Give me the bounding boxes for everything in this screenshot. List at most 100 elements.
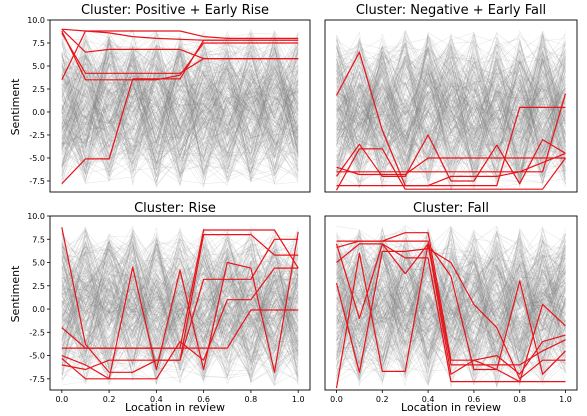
background-trajectory xyxy=(61,247,299,373)
background-trajectory xyxy=(336,244,566,373)
background-trajectory xyxy=(336,233,566,330)
background-trajectory xyxy=(336,249,566,373)
background-trajectory xyxy=(336,63,566,159)
background-trajectory xyxy=(336,64,566,167)
background-trajectory xyxy=(61,235,299,339)
background-trajectory xyxy=(336,31,566,147)
background-trajectory xyxy=(61,246,299,357)
background-trajectory xyxy=(61,229,299,354)
background-trajectory xyxy=(61,247,299,349)
background-trajectory xyxy=(61,54,299,174)
background-trajectory xyxy=(336,246,566,376)
background-trajectory xyxy=(61,39,299,156)
background-trajectory xyxy=(61,234,299,367)
background-trajectory xyxy=(336,61,566,158)
background-trajectory xyxy=(336,231,566,366)
background-trajectory xyxy=(336,42,566,151)
background-trajectory xyxy=(336,228,566,365)
background-trajectory xyxy=(336,227,566,379)
background-trajectory xyxy=(61,259,299,355)
background-trajectory xyxy=(61,239,299,322)
background-trajectory xyxy=(61,233,299,365)
background-trajectory xyxy=(61,227,299,370)
background-trajectory xyxy=(336,47,566,179)
background-trajectory xyxy=(61,233,299,373)
background-trajectory xyxy=(336,242,566,386)
background-trajectory xyxy=(61,30,299,148)
background-trajectory xyxy=(336,63,566,182)
background-trajectory xyxy=(61,254,299,366)
background-trajectory xyxy=(336,246,566,360)
axis-ticks: 0.0 0.2 0.4 0.6 0.8 1.0 xyxy=(330,390,572,404)
background-trajectory xyxy=(61,225,299,330)
background-trajectory xyxy=(61,54,299,124)
background-trajectory xyxy=(61,68,299,182)
background-trajectory xyxy=(61,231,299,371)
background-trajectory xyxy=(336,30,566,172)
background-trajectory xyxy=(61,235,299,364)
background-trajectory xyxy=(61,89,299,151)
background-trajectory xyxy=(336,236,566,382)
background-trajectory xyxy=(336,39,566,186)
background-trajectory xyxy=(61,42,299,176)
background-trajectory xyxy=(336,250,566,358)
background-trajectory xyxy=(336,238,566,367)
background-trajectory xyxy=(61,233,299,375)
background-trajectory xyxy=(61,54,299,179)
y-tick-label: 5.0 xyxy=(32,62,45,71)
background-trajectory xyxy=(61,49,299,177)
background-trajectory xyxy=(336,261,566,359)
background-trajectory xyxy=(61,31,299,161)
background-trajectory xyxy=(61,39,299,176)
background-trajectory xyxy=(336,39,566,173)
background-trajectory xyxy=(61,38,299,139)
background-trajectory xyxy=(336,233,566,384)
background-trajectory xyxy=(336,71,566,185)
background-trajectory xyxy=(61,43,299,178)
background-trajectory xyxy=(336,50,566,171)
background-trajectory xyxy=(336,230,566,372)
x-tick-label: 1.0 xyxy=(292,395,305,404)
background-trajectory xyxy=(336,273,566,348)
background-trajectory xyxy=(336,50,566,153)
background-trajectory xyxy=(336,242,566,355)
background-trajectory xyxy=(61,55,299,182)
background-trajectory xyxy=(61,263,299,387)
background-trajectory xyxy=(61,271,299,363)
background-trajectory xyxy=(336,45,566,121)
background-trajectory xyxy=(61,40,299,178)
background-trajectory xyxy=(336,263,566,352)
background-trajectory xyxy=(336,66,566,191)
background-trajectory xyxy=(336,285,566,356)
background-trajectory xyxy=(61,247,299,385)
background-trajectory xyxy=(336,245,566,376)
background-trajectory xyxy=(336,243,566,369)
background-trajectory xyxy=(336,236,566,367)
background-trajectory xyxy=(336,259,566,357)
background-trajectory xyxy=(61,31,299,158)
background-trajectory xyxy=(61,41,299,178)
background-trajectory xyxy=(336,47,566,180)
background-trajectory xyxy=(61,260,299,370)
background-trajectory xyxy=(61,56,299,144)
background-trajectory xyxy=(336,242,566,373)
background-trajectory xyxy=(336,40,566,188)
background-trajectory xyxy=(61,236,299,375)
background-trajectory xyxy=(336,41,566,178)
background-trajectory xyxy=(61,32,299,179)
background-trajectory xyxy=(61,44,299,176)
background-trajectory xyxy=(336,32,566,159)
background-trajectory xyxy=(336,246,566,370)
background-trajectory xyxy=(61,65,299,171)
background-trajectory xyxy=(336,239,566,349)
background-trajectory xyxy=(336,46,566,166)
background-trajectory xyxy=(336,236,566,374)
background-trajectory xyxy=(61,233,299,359)
highlight-series-6 xyxy=(61,32,299,74)
background-trajectory xyxy=(61,43,299,166)
background-trajectory xyxy=(61,52,299,179)
background-trajectory xyxy=(61,45,299,180)
background-trajectory xyxy=(61,244,299,383)
background-trajectory xyxy=(61,45,299,180)
background-trajectory xyxy=(336,58,566,153)
